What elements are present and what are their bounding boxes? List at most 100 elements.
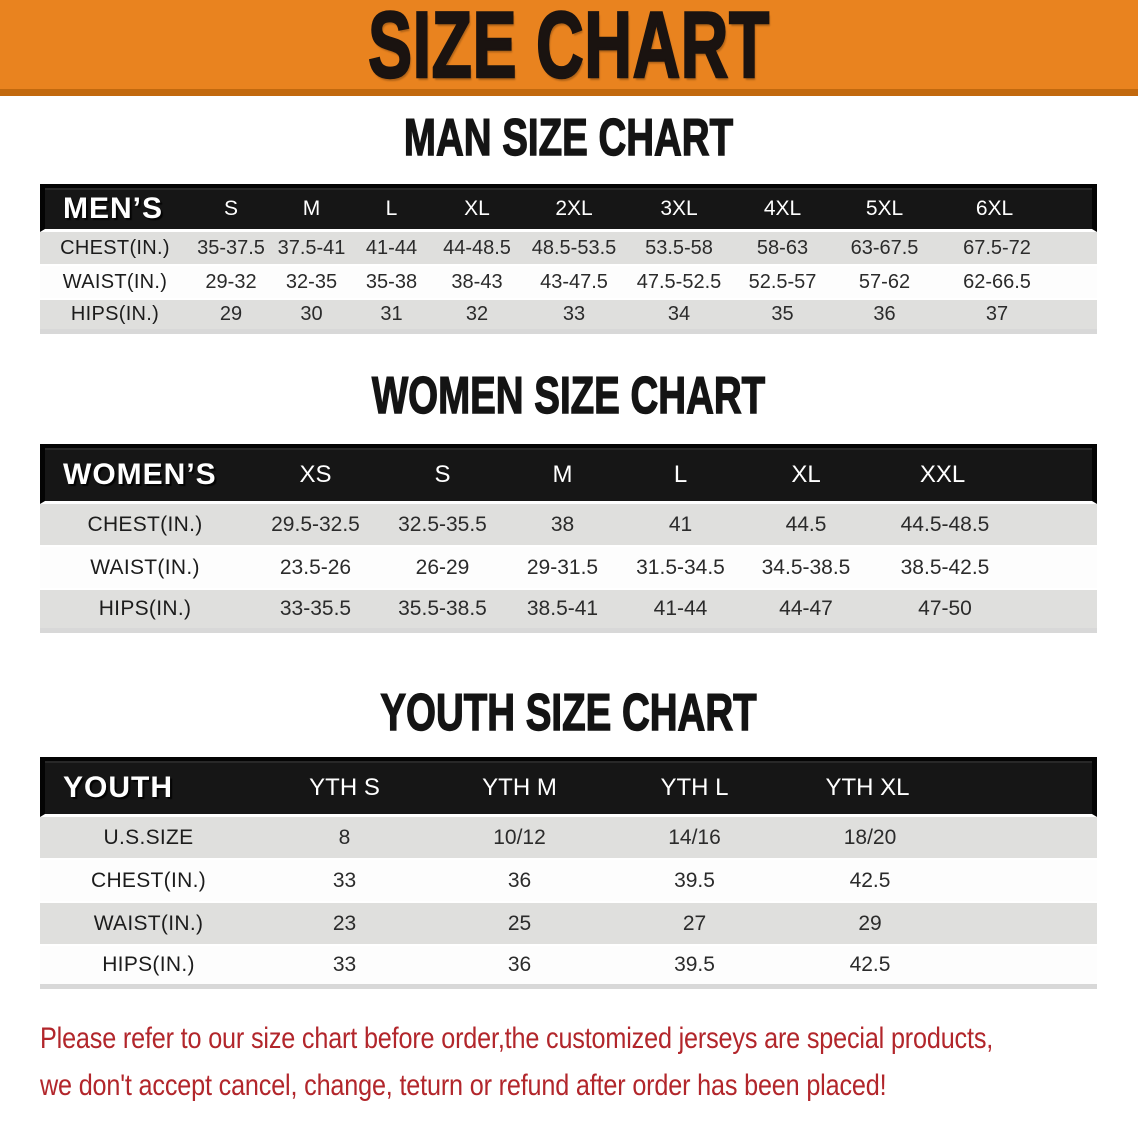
women-section-heading: WOMEN SIZE CHART xyxy=(371,367,766,425)
size-value-cell: 30 xyxy=(272,300,351,334)
size-value-cell: 18/20 xyxy=(782,817,1097,860)
size-value-cell: 35-38 xyxy=(351,266,432,300)
size-value-cell: 42.5 xyxy=(782,860,1097,903)
size-value-cell: 29-32 xyxy=(190,266,272,300)
size-value-cell: 44.5-48.5 xyxy=(872,504,1097,547)
size-value-cell: 27 xyxy=(607,903,782,946)
table-row: HIPS(IN.) 33-35.5 35.5-38.5 38.5-41 41-4… xyxy=(40,590,1097,633)
table-row: HIPS(IN.) 33 36 39.5 42.5 xyxy=(40,946,1097,989)
size-value-cell: 33-35.5 xyxy=(250,590,381,633)
size-value-cell: 31 xyxy=(351,300,432,334)
size-value-cell: 35-37.5 xyxy=(190,232,272,266)
men-header-row: MEN’S S M L XL 2XL 3XL 4XL 5XL 6XL xyxy=(40,184,1097,232)
size-value-cell: 37.5-41 xyxy=(272,232,351,266)
size-value-cell: 41-44 xyxy=(351,232,432,266)
size-value-cell: 36 xyxy=(432,946,607,989)
row-label: HIPS(IN.) xyxy=(40,590,250,633)
size-column-header: YTH S xyxy=(257,757,432,817)
size-value-cell: 29.5-32.5 xyxy=(250,504,381,547)
size-chart-page: SIZE CHART MAN SIZE CHART MEN’S S M L XL… xyxy=(0,0,1138,1109)
size-value-cell: 41-44 xyxy=(621,590,740,633)
size-value-cell: 33 xyxy=(257,946,432,989)
women-header-row: WOMEN’S XS S M L XL XXL xyxy=(40,444,1097,504)
size-value-cell: 41 xyxy=(621,504,740,547)
size-value-cell: 23.5-26 xyxy=(250,547,381,590)
size-value-cell: 38 xyxy=(504,504,621,547)
youth-group-label: YOUTH xyxy=(40,757,257,817)
size-column-header: XS xyxy=(250,444,381,504)
men-section-heading: MAN SIZE CHART xyxy=(403,109,734,167)
size-column-header: 6XL xyxy=(936,184,1097,232)
size-column-header: S xyxy=(190,184,272,232)
size-value-cell: 34.5-38.5 xyxy=(740,547,872,590)
size-value-cell: 32.5-35.5 xyxy=(381,504,504,547)
size-value-cell: 26-29 xyxy=(381,547,504,590)
size-value-cell: 37 xyxy=(936,300,1097,334)
banner-title: SIZE CHART xyxy=(367,0,770,97)
size-value-cell: 31.5-34.5 xyxy=(621,547,740,590)
size-value-cell: 44-48.5 xyxy=(432,232,522,266)
row-label: CHEST(IN.) xyxy=(40,232,190,266)
women-group-label: WOMEN’S xyxy=(40,444,250,504)
size-value-cell: 29-31.5 xyxy=(504,547,621,590)
row-label: HIPS(IN.) xyxy=(40,946,257,989)
row-label: CHEST(IN.) xyxy=(40,860,257,903)
table-row: HIPS(IN.) 29 30 31 32 33 34 35 36 37 xyxy=(40,300,1097,334)
table-row: WAIST(IN.) 23 25 27 29 xyxy=(40,903,1097,946)
size-value-cell: 34 xyxy=(626,300,732,334)
size-value-cell: 57-62 xyxy=(833,266,936,300)
size-column-header: 5XL xyxy=(833,184,936,232)
size-value-cell: 35 xyxy=(732,300,833,334)
size-column-header: YTH XL xyxy=(782,757,1097,817)
youth-header-row: YOUTH YTH S YTH M YTH L YTH XL xyxy=(40,757,1097,817)
size-value-cell: 53.5-58 xyxy=(626,232,732,266)
disclaimer-line-1: Please refer to our size chart before or… xyxy=(40,1022,994,1055)
table-row: WAIST(IN.) 23.5-26 26-29 29-31.5 31.5-34… xyxy=(40,547,1097,590)
youth-size-table: YOUTH YTH S YTH M YTH L YTH XL U.S.SIZE … xyxy=(40,757,1097,989)
size-value-cell: 44-47 xyxy=(740,590,872,633)
row-label: U.S.SIZE xyxy=(40,817,257,860)
size-value-cell: 23 xyxy=(257,903,432,946)
size-value-cell: 36 xyxy=(432,860,607,903)
size-column-header: XXL xyxy=(872,444,1097,504)
size-value-cell: 48.5-53.5 xyxy=(522,232,626,266)
table-row: U.S.SIZE 8 10/12 14/16 18/20 xyxy=(40,817,1097,860)
size-value-cell: 47.5-52.5 xyxy=(626,266,732,300)
size-column-header: 3XL xyxy=(626,184,732,232)
size-value-cell: 62-66.5 xyxy=(936,266,1097,300)
size-value-cell: 43-47.5 xyxy=(522,266,626,300)
size-value-cell: 47-50 xyxy=(872,590,1097,633)
size-value-cell: 35.5-38.5 xyxy=(381,590,504,633)
size-value-cell: 63-67.5 xyxy=(833,232,936,266)
size-value-cell: 67.5-72 xyxy=(936,232,1097,266)
size-value-cell: 33 xyxy=(257,860,432,903)
disclaimer-line-2: we don't accept cancel, change, teturn o… xyxy=(40,1069,887,1102)
women-size-table: WOMEN’S XS S M L XL XXL CHEST(IN.) 29.5-… xyxy=(40,444,1097,633)
size-value-cell: 33 xyxy=(522,300,626,334)
size-value-cell: 36 xyxy=(833,300,936,334)
size-value-cell: 8 xyxy=(257,817,432,860)
size-value-cell: 32-35 xyxy=(272,266,351,300)
size-value-cell: 44.5 xyxy=(740,504,872,547)
size-value-cell: 29 xyxy=(190,300,272,334)
disclaimer: Please refer to our size chart before or… xyxy=(40,1015,1138,1109)
size-column-header: S xyxy=(381,444,504,504)
size-value-cell: 58-63 xyxy=(732,232,833,266)
size-column-header: L xyxy=(621,444,740,504)
size-column-header: 2XL xyxy=(522,184,626,232)
banner: SIZE CHART xyxy=(0,0,1138,96)
size-value-cell: 32 xyxy=(432,300,522,334)
size-column-header: YTH L xyxy=(607,757,782,817)
size-value-cell: 10/12 xyxy=(432,817,607,860)
size-value-cell: 25 xyxy=(432,903,607,946)
size-value-cell: 29 xyxy=(782,903,1097,946)
table-row: CHEST(IN.) 33 36 39.5 42.5 xyxy=(40,860,1097,903)
size-column-header: L xyxy=(351,184,432,232)
row-label: HIPS(IN.) xyxy=(40,300,190,334)
row-label: WAIST(IN.) xyxy=(40,266,190,300)
size-column-header: 4XL xyxy=(732,184,833,232)
size-value-cell: 14/16 xyxy=(607,817,782,860)
size-column-header: YTH M xyxy=(432,757,607,817)
row-label: WAIST(IN.) xyxy=(40,547,250,590)
size-column-header: XL xyxy=(432,184,522,232)
